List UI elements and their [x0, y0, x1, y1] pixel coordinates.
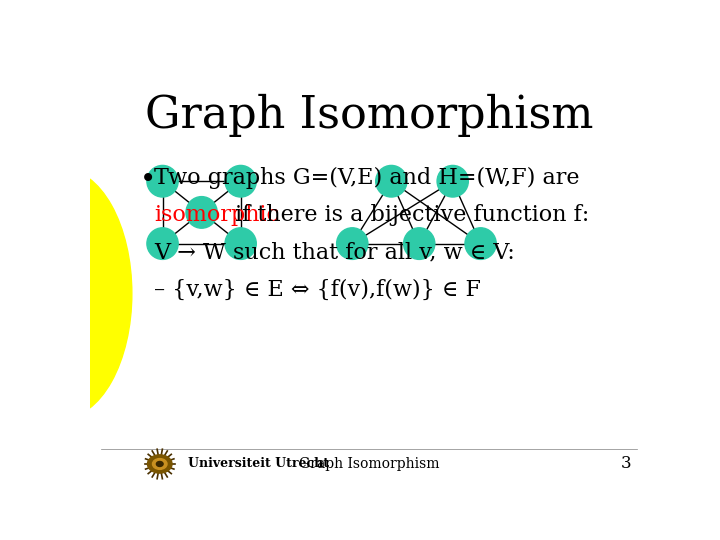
- Text: isomorphic: isomorphic: [154, 204, 279, 226]
- Text: •: •: [140, 167, 156, 194]
- Ellipse shape: [186, 197, 217, 228]
- Text: – {v,w} ∈ E ⇔ {f(v),f(w)} ∈ F: – {v,w} ∈ E ⇔ {f(v),f(w)} ∈ F: [154, 279, 481, 301]
- Ellipse shape: [0, 168, 132, 418]
- Text: if there is a bijective function f:: if there is a bijective function f:: [228, 204, 590, 226]
- Text: Two graphs G=(V,E) and H=(W,F) are: Two graphs G=(V,E) and H=(W,F) are: [154, 167, 580, 189]
- Circle shape: [148, 455, 172, 473]
- Text: V → W such that for all v, w ∈ V:: V → W such that for all v, w ∈ V:: [154, 241, 515, 264]
- Ellipse shape: [376, 165, 407, 197]
- Text: Universiteit Utrecht: Universiteit Utrecht: [188, 457, 328, 470]
- Ellipse shape: [147, 228, 178, 259]
- Circle shape: [156, 462, 163, 467]
- Ellipse shape: [404, 228, 435, 259]
- Ellipse shape: [147, 165, 178, 197]
- Ellipse shape: [437, 165, 468, 197]
- Circle shape: [153, 458, 167, 469]
- Text: Graph Isomorphism: Graph Isomorphism: [299, 457, 439, 471]
- Ellipse shape: [465, 228, 496, 259]
- Text: Graph Isomorphism: Graph Isomorphism: [145, 94, 593, 137]
- Ellipse shape: [225, 165, 256, 197]
- Text: 3: 3: [621, 455, 631, 472]
- Ellipse shape: [337, 228, 368, 259]
- Ellipse shape: [225, 228, 256, 259]
